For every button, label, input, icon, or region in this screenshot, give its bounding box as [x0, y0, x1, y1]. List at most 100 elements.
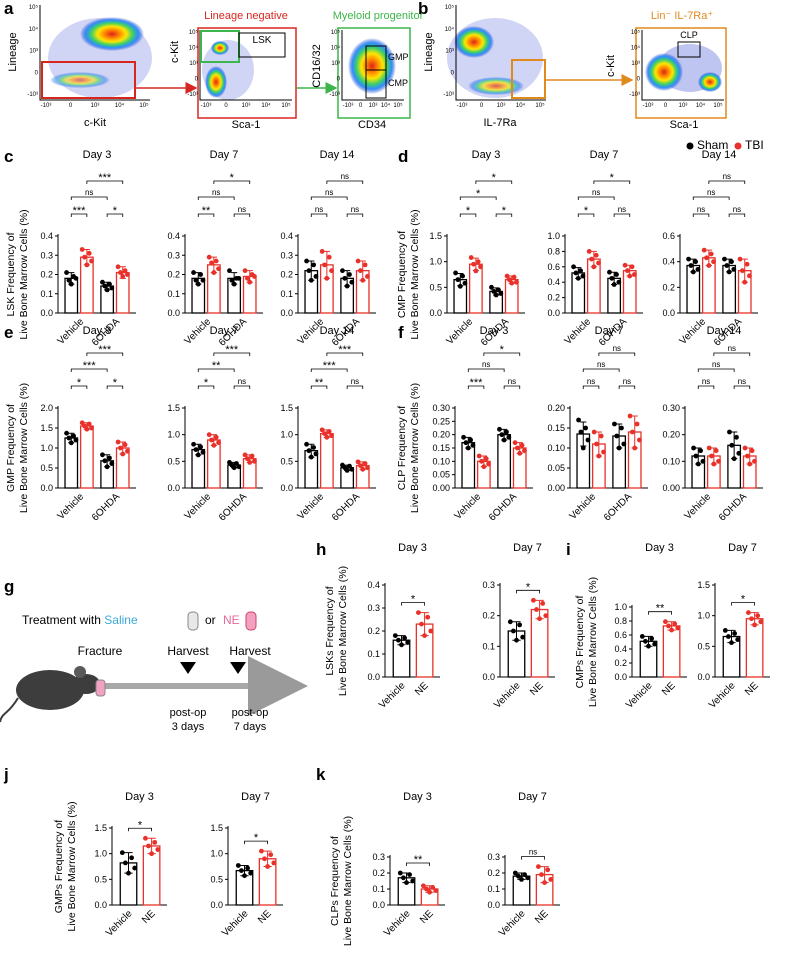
flow-plot [39, 5, 152, 101]
data-point [519, 877, 524, 882]
data-point [742, 279, 748, 285]
data-point [471, 261, 476, 267]
x-tick-label: Vehicle [624, 680, 655, 711]
x-tick-label: Vehicle [707, 680, 738, 711]
chart-title: Day 3 [83, 325, 112, 337]
data-point [704, 255, 709, 261]
data-point [239, 868, 244, 874]
significance-bracket [483, 352, 521, 356]
chart-title: Day 14 [707, 325, 742, 337]
data-point [522, 872, 527, 877]
data-point [571, 264, 576, 270]
data-point [686, 256, 691, 262]
y-tick-label: 0.0 [614, 672, 627, 682]
data-point [481, 464, 487, 470]
x-tick-label: Vehicle [220, 908, 251, 939]
data-point [525, 875, 531, 881]
axis-label: Lineage [423, 32, 435, 71]
data-point [543, 613, 549, 619]
treatment-text: Treatment with Saline [22, 613, 138, 627]
legend-label: TBI [745, 138, 764, 152]
data-point [537, 616, 542, 622]
bar [64, 437, 79, 489]
significance-label: ns [238, 205, 246, 214]
significance-label: ns [702, 377, 710, 386]
significance-label: *** [323, 360, 337, 372]
axis-label: c-Kit [169, 41, 181, 63]
data-point [625, 268, 630, 274]
significance-label: ns [508, 377, 516, 386]
y-tick-label: 0.4 [662, 257, 675, 267]
y-tick-label: 0.2 [482, 611, 495, 621]
y-tick-label: 0.5 [167, 456, 180, 466]
chart-title: Day 14 [320, 325, 355, 337]
data-point [405, 640, 411, 645]
data-point [711, 259, 716, 265]
significance-bracket [467, 385, 485, 389]
significance-label: *** [470, 377, 484, 389]
data-point [86, 421, 92, 427]
flow-tick-label: 0 [337, 77, 341, 83]
y-tick-label: 0.0 [662, 308, 675, 318]
data-point [745, 453, 750, 459]
data-point [89, 258, 94, 264]
data-point [319, 249, 325, 254]
significance-bracket [346, 213, 364, 217]
flow-tick-label: 10⁴ [115, 102, 125, 109]
axis-line [341, 30, 404, 101]
data-point [749, 448, 755, 454]
flow-tick-label: -10³ [27, 92, 38, 98]
chart-title: Day 7 [728, 542, 757, 554]
flow-tick-label: 10³ [29, 49, 38, 55]
data-point [211, 270, 217, 275]
y-tick-label: 1.0 [167, 430, 180, 440]
flow-tick-label: 0 [451, 70, 455, 76]
y-tick-label: 1.5 [280, 403, 293, 413]
data-point [155, 847, 161, 852]
axis-label: Sca-1 [670, 119, 699, 131]
panel-letter: j [3, 765, 9, 784]
data-point [100, 452, 105, 458]
data-point [489, 284, 494, 290]
data-point [433, 888, 439, 893]
data-point [614, 272, 619, 277]
significance-label: * [411, 594, 416, 606]
chart-title: Day 14 [702, 149, 737, 161]
data-point [497, 426, 502, 432]
data-point [64, 270, 69, 275]
data-point [68, 281, 74, 287]
significance-bracket [70, 385, 88, 389]
data-point [306, 448, 312, 454]
data-point [66, 435, 72, 441]
data-point [596, 453, 602, 459]
data-point [82, 254, 87, 260]
density [80, 17, 144, 51]
data-point [216, 440, 221, 446]
flow-tick-label: 10⁴ [381, 102, 391, 109]
significance-label: *** [225, 344, 239, 356]
data-point [548, 877, 554, 882]
data-point [319, 427, 325, 433]
data-point [71, 433, 76, 439]
data-point [512, 870, 518, 876]
flow-tick-label: 10⁴ [189, 45, 199, 52]
data-point [729, 640, 734, 646]
data-point [475, 259, 481, 265]
flow-tick-label: 10³ [331, 61, 340, 67]
data-point [211, 442, 217, 448]
data-point [115, 439, 121, 445]
panel-letter: f [398, 323, 404, 342]
panel-letter: d [398, 147, 408, 166]
data-point [402, 635, 407, 641]
axis-label: Sca-1 [232, 119, 261, 131]
y-tick-label: 0.0 [280, 483, 293, 493]
data-point [195, 452, 201, 458]
data-point [479, 458, 484, 464]
y-tick-label: 0.10 [432, 456, 450, 466]
flow-plot [197, 27, 297, 119]
axis-label: CD16/32 [311, 44, 323, 87]
event-note: post-op [170, 707, 207, 719]
chart-title: Day 7 [210, 149, 239, 161]
harvest-marker [230, 662, 246, 674]
data-point [522, 448, 527, 454]
